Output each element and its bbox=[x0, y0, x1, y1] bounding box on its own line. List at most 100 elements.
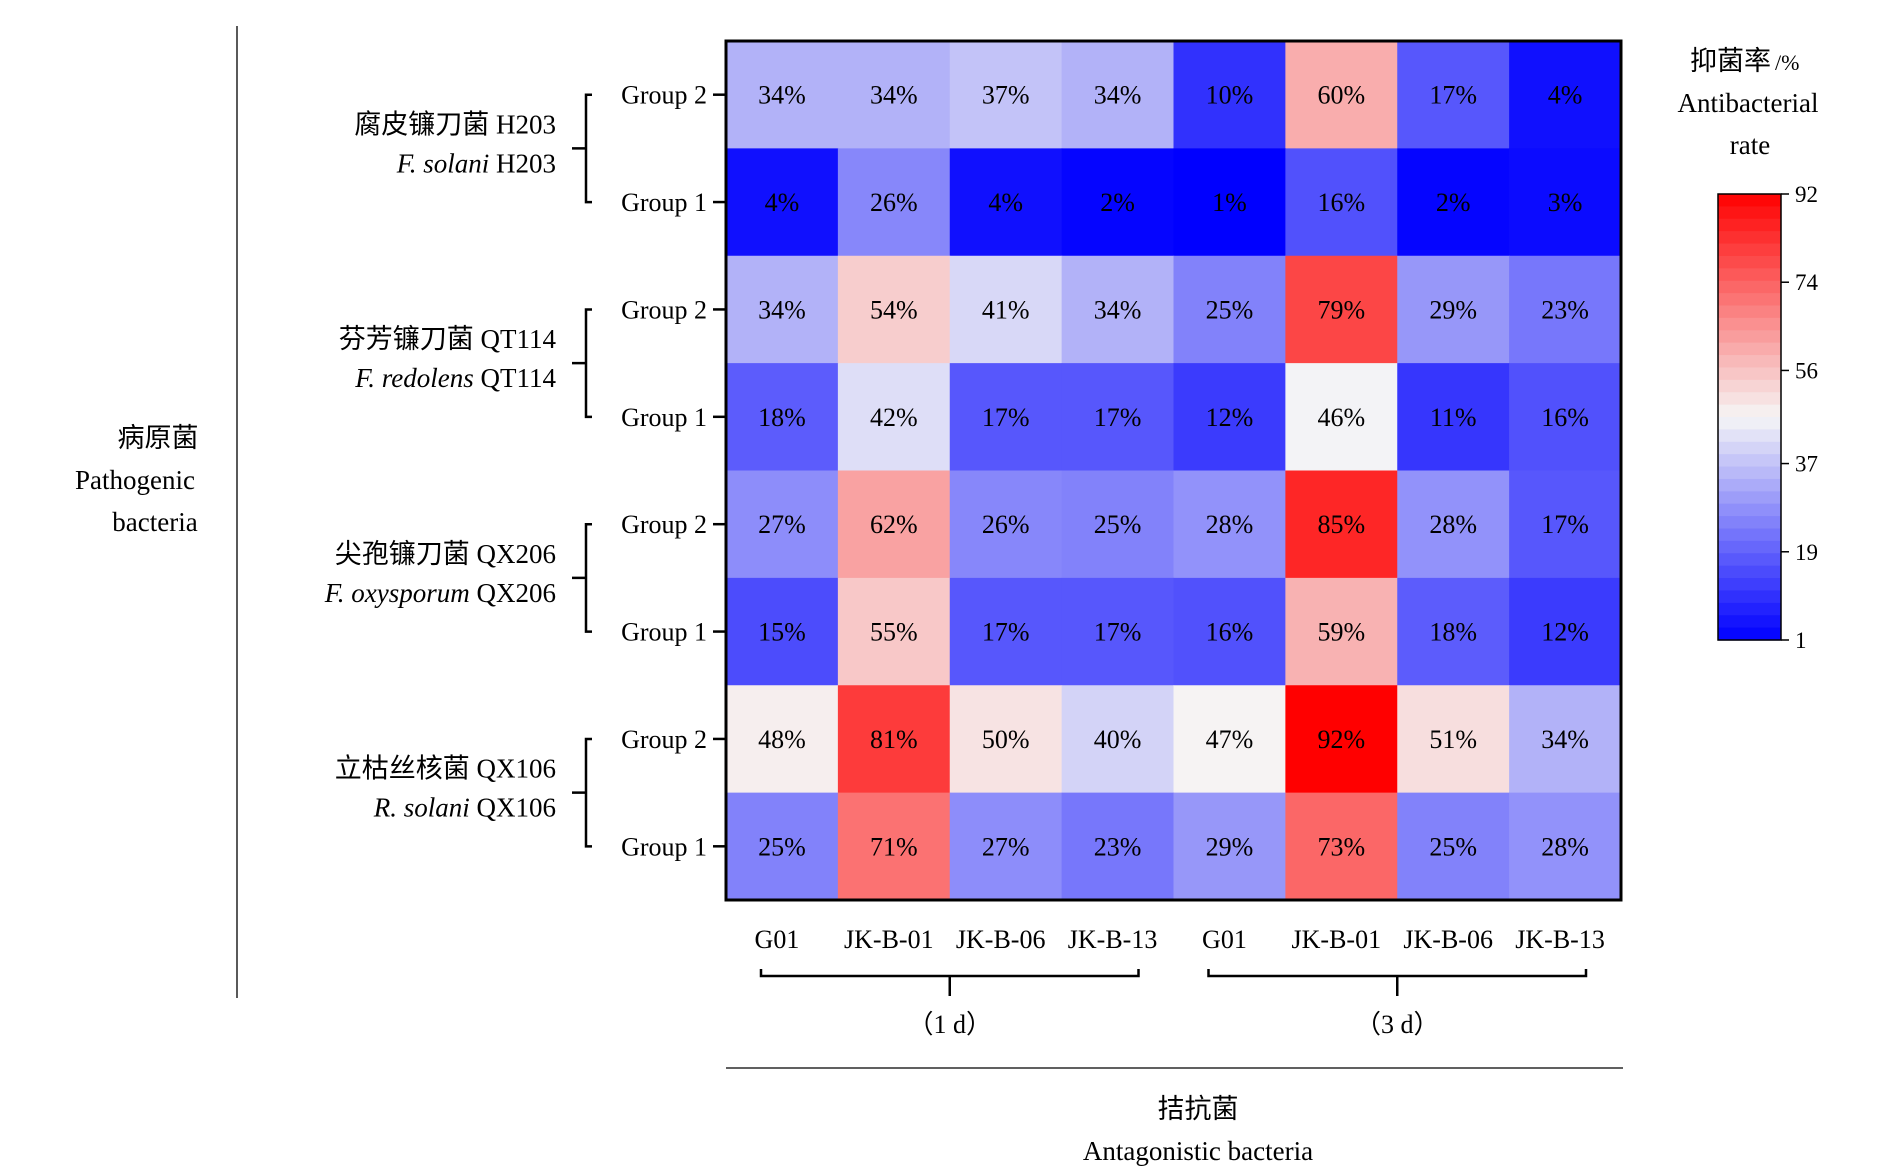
heatmap-cell bbox=[837, 255, 951, 364]
heatmap-cell bbox=[837, 685, 951, 794]
colorbar-tick-label: 92 bbox=[1795, 182, 1818, 207]
heatmap-cell bbox=[1397, 792, 1510, 901]
heatmap-cell bbox=[949, 685, 1063, 794]
colorbar: 1 19 37 56 74 92 bbox=[1717, 182, 1819, 653]
heatmap-cell bbox=[949, 577, 1063, 686]
heatmap-cell bbox=[1061, 577, 1175, 686]
row-label: Group 2 bbox=[621, 81, 707, 110]
heatmap-cell bbox=[1285, 470, 1398, 579]
column-label: JK-B-01 bbox=[844, 925, 934, 954]
heatmap-cell bbox=[1509, 577, 1622, 686]
heatmap-cell bbox=[837, 363, 951, 472]
heatmap-cells: 34% 34% 37% 34% 10% 60% 17% 4% 4% 26% 4% 2% 1% 16% 2% 3… bbox=[726, 41, 1622, 901]
row-group-label-latin-italic: R. solani bbox=[373, 793, 470, 823]
heatmap-cell bbox=[1173, 470, 1286, 579]
cell-value-label: 28% bbox=[1206, 510, 1254, 539]
cell-value-label: 62% bbox=[870, 510, 918, 539]
row-group-bracket bbox=[584, 737, 592, 848]
column-group-label: （1 d） bbox=[907, 1010, 992, 1039]
cell-value-label: 1% bbox=[1212, 188, 1247, 217]
heatmap-cell bbox=[1285, 792, 1398, 901]
heatmap-cell bbox=[1285, 685, 1398, 794]
heatmap-cell bbox=[1173, 792, 1286, 901]
heatmap-cell bbox=[1509, 470, 1622, 579]
row-group-label-latin: R. solani QX106 bbox=[373, 793, 556, 823]
heatmap-cell bbox=[726, 577, 839, 686]
colorbar-segment bbox=[1718, 627, 1781, 641]
row-label: Group 2 bbox=[621, 725, 707, 754]
heatmap-cell bbox=[949, 470, 1063, 579]
cell-value-label: 71% bbox=[870, 832, 918, 861]
row-label: Group 1 bbox=[621, 403, 707, 432]
heatmap-cell bbox=[1397, 470, 1510, 579]
heatmap-cell bbox=[1173, 685, 1286, 794]
column-label: JK-B-06 bbox=[956, 925, 1046, 954]
colorbar-title-en-1: Antibacterial bbox=[1678, 88, 1819, 118]
heatmap-cell bbox=[837, 470, 951, 579]
heatmap-cell bbox=[837, 41, 951, 149]
colorbar-segment bbox=[1718, 615, 1781, 629]
heatmap-cell bbox=[1285, 577, 1398, 686]
heatmap-cell bbox=[1173, 577, 1286, 686]
heatmap-cell bbox=[1509, 685, 1622, 794]
heatmap-cell bbox=[949, 41, 1063, 149]
heatmap-cell bbox=[837, 148, 951, 257]
heatmap-cell bbox=[1397, 255, 1510, 364]
colorbar-segment bbox=[1718, 417, 1781, 430]
y-axis-label-cn: 病原菌 bbox=[118, 423, 199, 453]
row-label: Group 1 bbox=[621, 618, 707, 647]
column-label: G01 bbox=[1202, 925, 1247, 954]
heatmap-cell bbox=[726, 255, 839, 364]
colorbar-segment bbox=[1718, 478, 1781, 492]
heatmap-cell bbox=[1173, 363, 1286, 472]
cell-value-label: 18% bbox=[1429, 618, 1477, 647]
cell-value-label: 4% bbox=[988, 188, 1023, 217]
heatmap-cell bbox=[1509, 363, 1622, 472]
colorbar-segment bbox=[1718, 454, 1781, 468]
heatmap-cell bbox=[1509, 792, 1622, 901]
cell-value-label: 4% bbox=[765, 188, 800, 217]
cell-value-label: 73% bbox=[1317, 832, 1365, 861]
row-group-bracket bbox=[584, 93, 592, 204]
heatmap-cell bbox=[1173, 41, 1286, 149]
row-group-label-latin-suffix: H203 bbox=[489, 148, 556, 178]
cell-value-label: 34% bbox=[1541, 725, 1589, 754]
colorbar-segment bbox=[1718, 367, 1781, 381]
cell-value-label: 37% bbox=[982, 81, 1030, 110]
cell-value-label: 15% bbox=[758, 618, 806, 647]
heatmap-cell bbox=[726, 363, 839, 472]
colorbar-segment bbox=[1718, 194, 1781, 207]
colorbar-segment bbox=[1718, 243, 1781, 257]
cell-value-label: 50% bbox=[982, 725, 1030, 754]
colorbar-segment bbox=[1718, 342, 1781, 356]
colorbar-segment bbox=[1718, 231, 1781, 245]
cell-value-label: 23% bbox=[1094, 832, 1142, 861]
cell-value-label: 2% bbox=[1436, 188, 1471, 217]
cell-value-label: 27% bbox=[982, 832, 1030, 861]
cell-value-label: 79% bbox=[1317, 295, 1365, 324]
row-label: Group 1 bbox=[621, 188, 707, 217]
cell-value-label: 18% bbox=[758, 403, 806, 432]
colorbar-segment bbox=[1718, 280, 1781, 294]
heatmap-cell bbox=[1061, 363, 1175, 472]
row-group-label-cn: 尖孢镰刀菌 QX206 bbox=[335, 539, 556, 569]
cell-value-label: 28% bbox=[1541, 832, 1589, 861]
colorbar-border bbox=[1717, 193, 1782, 641]
colorbar-title: 抑菌率/% Antibacterial rate bbox=[1678, 46, 1819, 160]
heatmap-cell bbox=[949, 255, 1063, 364]
colorbar-segment bbox=[1718, 516, 1781, 530]
row-group-label-latin-italic: F. solani bbox=[396, 148, 490, 178]
row-group-labels: 腐皮镰刀菌 H203 F. solani H203 芬芳镰刀菌 QT114 F. re… bbox=[324, 93, 592, 848]
x-axis-label-cn: 拮抗菌 bbox=[1158, 1094, 1239, 1124]
cell-value-label: 16% bbox=[1206, 618, 1254, 647]
heatmap-cell bbox=[1285, 148, 1398, 257]
colorbar-tick-label: 1 bbox=[1795, 628, 1807, 653]
row-label: Group 1 bbox=[621, 832, 707, 861]
colorbar-segment bbox=[1718, 491, 1781, 505]
column-group-label: （3 d） bbox=[1355, 1010, 1440, 1039]
row-group-label-cn: 腐皮镰刀菌 H203 bbox=[354, 109, 556, 139]
cell-value-label: 59% bbox=[1317, 618, 1365, 647]
colorbar-segment bbox=[1718, 218, 1781, 232]
heatmap-cell bbox=[1061, 470, 1175, 579]
cell-value-label: 26% bbox=[982, 510, 1030, 539]
